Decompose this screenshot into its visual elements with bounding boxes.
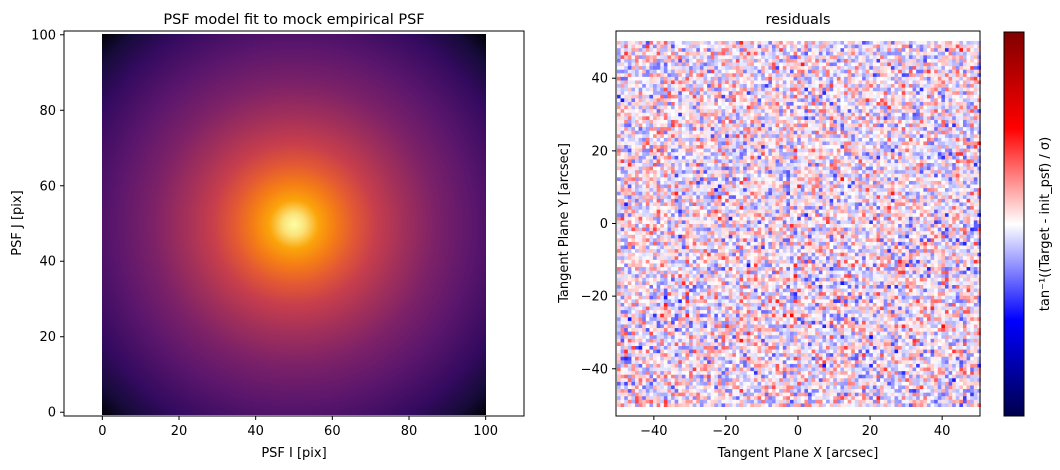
psf-xtick-label: 20 bbox=[171, 424, 188, 439]
residuals-xlabel: Tangent Plane X [arcsec] bbox=[717, 446, 879, 461]
res-xtick-label: −20 bbox=[712, 424, 739, 439]
psf-ytick-label: 20 bbox=[39, 330, 56, 345]
psf-x-ticks: 0 20 40 60 80 100 bbox=[98, 416, 498, 439]
psf-ytick-label: 100 bbox=[31, 28, 56, 43]
res-ytick-label: −40 bbox=[581, 362, 608, 377]
res-xtick-label: 0 bbox=[794, 424, 802, 439]
psf-panel: PSF model fit to mock empirical PSF 0 20 4… bbox=[10, 12, 525, 461]
res-xtick-label: 40 bbox=[934, 424, 951, 439]
psf-axes-frame bbox=[63, 30, 525, 417]
res-xtick-label: −40 bbox=[640, 424, 667, 439]
residuals-panel: residuals −40 −20 0 20 40 −40 −20 0 20 40 Tangen… bbox=[557, 12, 981, 461]
psf-title: PSF model fit to mock empirical PSF bbox=[163, 12, 424, 28]
psf-xlabel: PSF I [pix] bbox=[261, 446, 326, 461]
res-ytick-label: 0 bbox=[600, 217, 608, 232]
psf-xtick-label: 60 bbox=[324, 424, 341, 439]
res-ytick-label: 40 bbox=[591, 72, 608, 87]
residuals-ylabel: Tangent Plane Y [arcsec] bbox=[557, 143, 572, 304]
psf-y-ticks: 0 20 40 60 80 100 bbox=[31, 28, 64, 421]
colorbar-gradient bbox=[1003, 31, 1025, 417]
psf-ytick-label: 0 bbox=[48, 406, 56, 421]
psf-image bbox=[102, 34, 486, 415]
colorbar: tan⁻¹((Target - init_psf) / σ) bbox=[1003, 31, 1053, 417]
psf-ytick-label: 60 bbox=[39, 179, 56, 194]
psf-xtick-label: 0 bbox=[98, 424, 106, 439]
psf-ylabel: PSF J [pix] bbox=[10, 190, 25, 255]
residuals-x-ticks: −40 −20 0 20 40 bbox=[640, 416, 950, 439]
psf-ytick-label: 80 bbox=[39, 104, 56, 119]
psf-xtick-label: 40 bbox=[247, 424, 264, 439]
res-ytick-label: −20 bbox=[581, 290, 608, 305]
psf-xtick-label: 80 bbox=[401, 424, 418, 439]
colorbar-label: tan⁻¹((Target - init_psf) / σ) bbox=[1038, 137, 1053, 311]
residuals-y-ticks: −40 −20 0 20 40 bbox=[581, 72, 616, 377]
psf-xtick-label: 100 bbox=[473, 424, 498, 439]
res-xtick-label: 20 bbox=[862, 424, 879, 439]
res-ytick-label: 20 bbox=[591, 144, 608, 159]
residuals-image bbox=[617, 41, 981, 407]
psf-ytick-label: 40 bbox=[39, 255, 56, 270]
residuals-title: residuals bbox=[765, 12, 830, 28]
